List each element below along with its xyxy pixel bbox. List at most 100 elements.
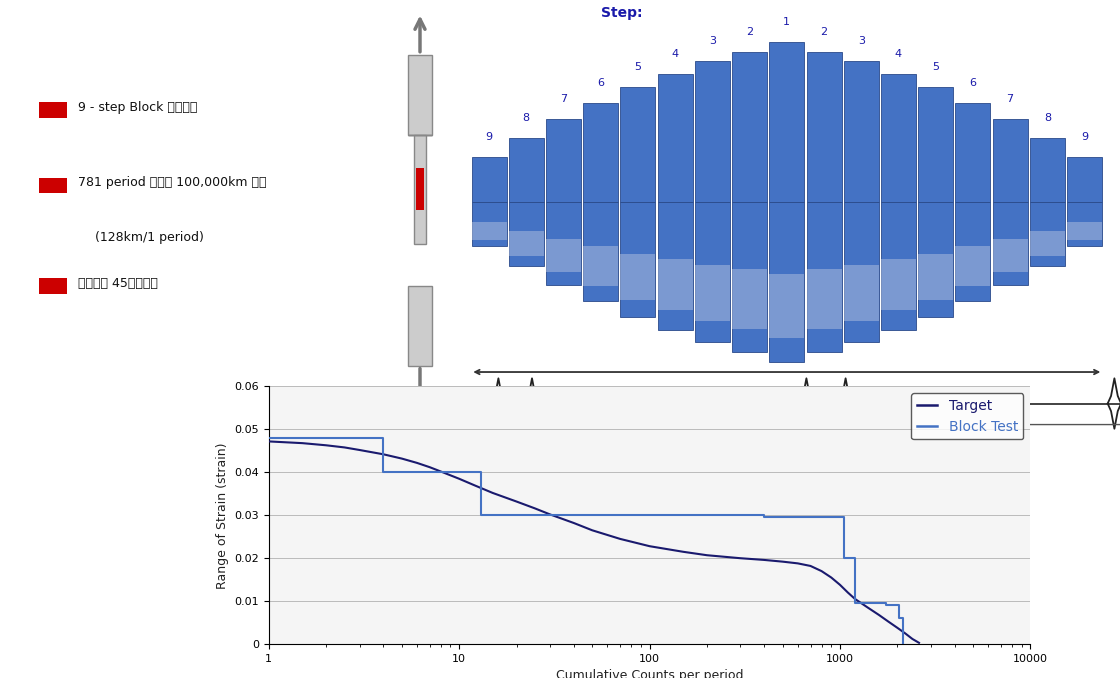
Bar [843,202,879,342]
Bar [694,202,730,342]
Bar [545,239,581,273]
Bar [508,202,543,266]
Text: 6: 6 [597,78,604,88]
Target [435,467,448,475]
Target [353,446,366,454]
Bar [881,202,916,330]
Text: 2: 2 [746,27,753,37]
Text: 7: 7 [560,94,567,104]
Bar [769,274,804,338]
Target [861,603,875,612]
Target [890,624,904,632]
Bar [992,239,1028,273]
Target [262,437,276,445]
Target [906,635,920,643]
Target [881,618,895,626]
Block Test [879,599,893,607]
Bar [955,246,990,286]
Text: 781 period 시험시 100,000km 상당: 781 period 시험시 100,000km 상당 [78,176,267,189]
Block Test [879,601,893,610]
Bar [1030,138,1065,202]
Text: 9: 9 [485,132,493,142]
Block Test [848,554,861,562]
X-axis label: Cumulative Counts per period: Cumulative Counts per period [556,669,744,678]
Target [791,559,804,567]
Bar [416,168,424,210]
Target [833,581,847,589]
Target [296,439,309,447]
Block Test [757,511,771,519]
Bar [472,157,506,202]
Bar [657,74,692,202]
Bar [584,246,618,286]
Block Test [376,434,390,442]
Line: Target: Target [269,441,920,643]
Text: 1: 1 [783,18,791,27]
Text: ...: ... [596,391,614,408]
Target [338,443,352,452]
Text: 7: 7 [1007,94,1014,104]
Text: 5: 5 [932,62,940,72]
Bar [508,231,543,256]
Block Test [838,554,851,562]
Target [872,611,886,619]
Bar [620,254,655,300]
Legend: Target, Block Test: Target, Block Test [911,393,1024,439]
Target [486,489,500,497]
Bar [545,119,581,202]
Text: 8: 8 [1044,113,1051,123]
Bar [39,178,67,193]
Text: 4: 4 [672,49,679,59]
Bar [1030,231,1065,256]
Target [423,463,437,471]
Bar [955,103,990,202]
Bar [769,42,804,202]
Block Test [897,640,911,648]
Target [898,629,912,637]
Target [452,475,466,483]
Bar [881,74,916,202]
Target [776,557,790,565]
Bar [1067,222,1102,240]
Target [757,556,771,564]
Bar [39,102,67,118]
Target [510,498,523,506]
Target [824,574,838,582]
Block Test [376,468,390,477]
Target [734,554,747,562]
Bar [408,286,432,365]
Bar [918,87,953,202]
Bar [620,202,655,317]
Text: 1 Period = 128km: 1 Period = 128km [775,388,888,401]
Target [841,589,855,597]
Text: 3: 3 [709,37,716,47]
Block Test [848,599,861,607]
Target [643,542,656,551]
Text: Step:: Step: [600,6,643,20]
Bar [918,254,953,300]
Line: Block Test: Block Test [269,438,904,644]
Bar [732,52,767,202]
Block Test [893,601,906,610]
Target [614,535,627,543]
Text: (128km/1 period): (128km/1 period) [95,231,204,244]
Bar [918,202,953,317]
Target [529,504,542,513]
Bar [694,265,730,321]
Text: 3: 3 [858,37,865,47]
Block Test [838,513,851,521]
Bar [1067,157,1102,202]
Text: 9: 9 [1081,132,1089,142]
Bar [657,202,692,330]
Target [913,639,926,647]
Text: 6: 6 [970,78,977,88]
Block Test [893,614,906,622]
Bar [508,138,543,202]
Text: 8: 8 [523,113,530,123]
Text: 2: 2 [821,27,828,37]
Bar [472,222,506,240]
Target [700,551,713,559]
Bar [955,202,990,301]
Bar [843,265,879,321]
Bar [694,61,730,202]
